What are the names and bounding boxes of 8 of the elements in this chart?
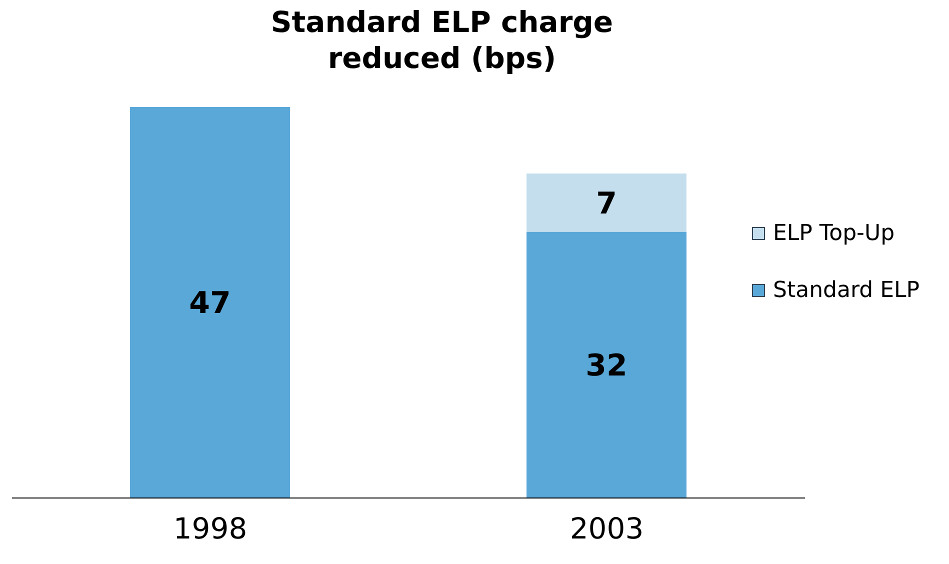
data-label: 32 bbox=[586, 348, 628, 384]
data-label: 7 bbox=[596, 186, 617, 222]
data-label: 47 bbox=[189, 286, 231, 322]
x-tick-label: 2003 bbox=[570, 512, 644, 546]
legend-label: Standard ELP bbox=[773, 278, 920, 303]
chart-title: Standard ELP charge reduced (bps) bbox=[270, 4, 614, 76]
legend-label: ELP Top-Up bbox=[773, 221, 895, 246]
x-tick-label: 1998 bbox=[173, 512, 248, 546]
